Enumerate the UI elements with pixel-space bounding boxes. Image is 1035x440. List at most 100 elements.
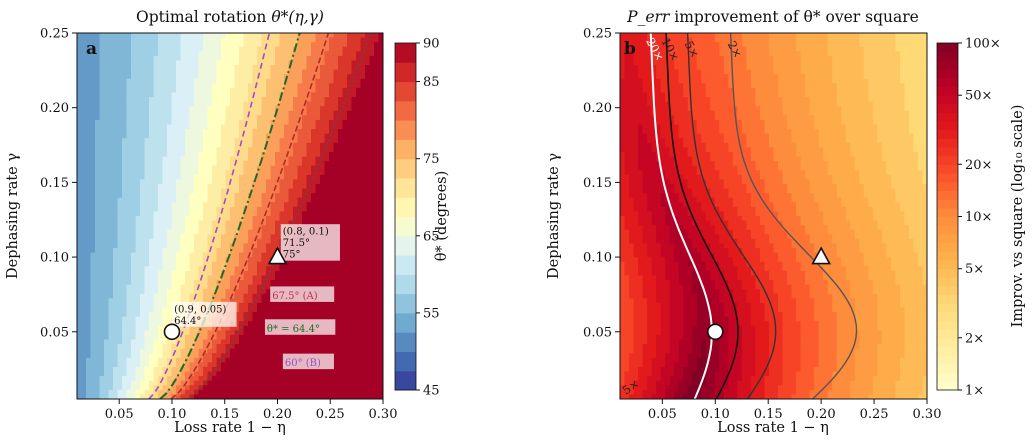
heatmap-cell bbox=[135, 115, 141, 121]
heatmap-cell bbox=[167, 220, 173, 226]
heatmap-cell bbox=[302, 188, 308, 194]
heatmap-cell bbox=[203, 33, 209, 39]
heatmap-cell bbox=[270, 344, 276, 350]
heatmap-cell bbox=[126, 69, 132, 75]
heatmap-cell bbox=[95, 284, 101, 290]
heatmap-cell bbox=[167, 142, 173, 148]
heatmap-cell bbox=[288, 101, 294, 107]
heatmap-cell bbox=[131, 334, 137, 341]
heatmap-cell bbox=[149, 138, 155, 144]
heatmap-cell bbox=[140, 161, 146, 167]
heatmap-cell bbox=[288, 197, 294, 203]
heatmap-cell bbox=[257, 115, 263, 121]
heatmap-cell bbox=[284, 380, 290, 386]
heatmap-cell bbox=[234, 261, 240, 267]
heatmap-cell bbox=[243, 42, 249, 48]
heatmap-cell bbox=[225, 270, 231, 277]
heatmap-cell bbox=[266, 179, 272, 185]
heatmap-cell bbox=[293, 33, 299, 39]
heatmap-cell bbox=[225, 55, 231, 62]
heatmap-cell bbox=[122, 298, 128, 304]
heatmap-cell bbox=[144, 394, 150, 399]
heatmap-cell bbox=[90, 92, 96, 98]
heatmap-cell bbox=[333, 74, 339, 80]
heatmap-cell bbox=[279, 83, 285, 89]
heatmap-cell bbox=[126, 55, 132, 62]
heatmap-cell bbox=[171, 248, 177, 254]
heatmap-cell bbox=[144, 302, 150, 309]
heatmap-cell bbox=[198, 220, 204, 226]
heatmap-cell bbox=[248, 252, 254, 258]
heatmap-cell bbox=[234, 151, 240, 158]
heatmap-cell bbox=[234, 389, 240, 396]
heatmap-cell bbox=[279, 138, 285, 144]
heatmap-cell bbox=[257, 371, 263, 377]
heatmap-cell bbox=[153, 376, 159, 382]
heatmap-cell bbox=[153, 60, 159, 66]
heatmap-cell bbox=[288, 302, 294, 309]
heatmap-cell bbox=[338, 289, 344, 295]
heatmap-cell bbox=[113, 60, 119, 66]
heatmap-cell bbox=[342, 289, 348, 295]
heatmap-cell bbox=[351, 197, 357, 203]
heatmap-cell bbox=[338, 211, 344, 217]
heatmap-cell bbox=[171, 133, 177, 139]
heatmap-cell bbox=[225, 78, 231, 84]
heatmap-cell bbox=[261, 325, 267, 331]
heatmap-cell bbox=[288, 312, 294, 318]
heatmap-cell bbox=[162, 275, 168, 281]
heatmap-cell bbox=[90, 97, 96, 103]
heatmap-cell bbox=[320, 307, 326, 313]
heatmap-cell bbox=[347, 129, 353, 135]
heatmap-cell bbox=[203, 165, 209, 171]
heatmap-cell bbox=[77, 147, 83, 153]
heatmap-cell bbox=[207, 357, 213, 363]
heatmap-cell bbox=[329, 156, 335, 162]
heatmap-cell bbox=[185, 188, 191, 194]
heatmap-cell bbox=[270, 74, 276, 80]
heatmap-cell bbox=[131, 174, 137, 180]
heatmap-cell bbox=[234, 124, 240, 130]
heatmap-cell bbox=[108, 60, 114, 66]
heatmap-cell bbox=[140, 119, 146, 126]
heatmap-cell bbox=[221, 229, 227, 235]
heatmap-cell bbox=[333, 302, 339, 309]
heatmap-cell bbox=[275, 65, 281, 71]
heatmap-cell bbox=[126, 161, 132, 167]
heatmap-cell bbox=[203, 46, 209, 52]
heatmap-cell bbox=[113, 284, 119, 290]
heatmap-cell bbox=[293, 394, 299, 399]
heatmap-cell bbox=[266, 51, 272, 57]
heatmap-cell bbox=[162, 257, 168, 263]
heatmap-cell bbox=[180, 124, 186, 130]
heatmap-cell bbox=[342, 229, 348, 235]
heatmap-cell bbox=[135, 55, 141, 62]
heatmap-cell bbox=[144, 170, 150, 176]
heatmap-cell bbox=[203, 78, 209, 84]
heatmap-cell bbox=[117, 380, 123, 386]
heatmap-cell bbox=[324, 202, 330, 208]
heatmap-cell bbox=[77, 156, 83, 162]
heatmap-cell bbox=[108, 216, 114, 222]
heatmap-cell bbox=[198, 280, 204, 286]
heatmap-cell bbox=[153, 151, 159, 158]
heatmap-cell bbox=[104, 225, 110, 231]
heatmap-cell bbox=[234, 37, 240, 43]
heatmap-cell bbox=[99, 106, 105, 112]
heatmap-cell bbox=[162, 371, 168, 377]
heatmap-cell bbox=[297, 316, 303, 322]
heatmap-cell bbox=[212, 229, 218, 235]
heatmap-cell bbox=[342, 357, 348, 363]
heatmap-cell bbox=[122, 69, 128, 75]
heatmap-cell bbox=[149, 46, 155, 52]
heatmap-cell bbox=[185, 65, 191, 71]
heatmap-cell bbox=[135, 330, 141, 336]
heatmap-cell bbox=[117, 78, 123, 84]
heatmap-cell bbox=[216, 243, 222, 249]
heatmap-cell bbox=[126, 202, 132, 208]
heatmap-cell bbox=[135, 302, 141, 309]
heatmap-cell bbox=[239, 302, 245, 309]
heatmap-cell bbox=[131, 206, 137, 213]
heatmap-cell bbox=[351, 156, 357, 162]
heatmap-cell bbox=[333, 156, 339, 162]
